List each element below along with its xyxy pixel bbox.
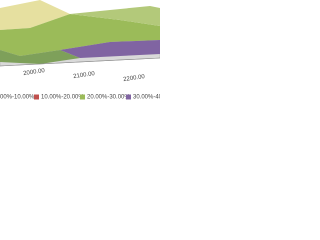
surface-band (0, 14, 160, 56)
surface-band (0, 0, 70, 30)
x-axis (0, 57, 160, 67)
surface-band (0, 50, 80, 64)
legend-swatch (126, 94, 131, 100)
surface-band (60, 40, 160, 58)
legend-label: 10.00%-20.00% (41, 95, 84, 101)
legend-swatch (34, 94, 39, 100)
legend-label: 30.00%-40.00% (133, 95, 160, 101)
chart: 2000.002100.002200.002300.000.00%-10.00%… (0, 0, 160, 101)
surface-band (70, 6, 160, 26)
x-tick-label: 2100.00 (73, 71, 96, 80)
page: {"chart_data": {"type": "surface", "cate… (0, 0, 160, 106)
legend-label: 20.00%-30.00% (87, 95, 130, 101)
legend-label: 0.00%-10.00% (0, 95, 35, 101)
x-tick-label: 2000.00 (23, 68, 46, 77)
x-tick-label: 2200.00 (123, 74, 146, 83)
legend-swatch (80, 94, 85, 100)
